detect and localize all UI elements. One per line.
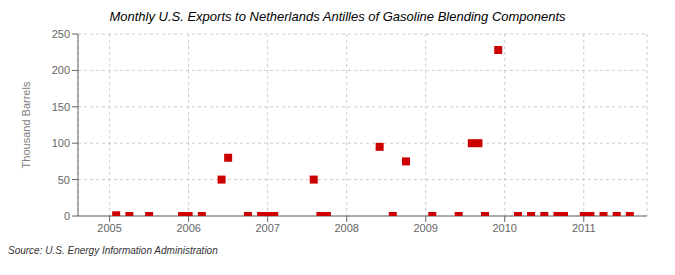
svg-text:250: 250 (52, 28, 70, 40)
svg-text:2010: 2010 (493, 222, 517, 234)
svg-text:2007: 2007 (255, 222, 279, 234)
svg-text:2006: 2006 (176, 222, 200, 234)
html-text:Source: U.S. Energy Informatio: Source: U.S. Energy Information Administ… (8, 245, 218, 256)
svg-text:100: 100 (52, 137, 70, 149)
svg-text:2008: 2008 (334, 222, 358, 234)
svg-text:2005: 2005 (97, 222, 121, 234)
svg-text:150: 150 (52, 101, 70, 113)
svg-text:50: 50 (58, 174, 70, 186)
svg-text:2011: 2011 (572, 222, 596, 234)
svg-text:2009: 2009 (413, 222, 437, 234)
html-text:Monthly U.S. Exports to Nether: Monthly U.S. Exports to Netherlands Anti… (109, 9, 566, 24)
svg-text:0: 0 (64, 210, 70, 222)
svg-text:Thousand Barrels: Thousand Barrels (20, 81, 32, 168)
svg-text:200: 200 (52, 64, 70, 76)
